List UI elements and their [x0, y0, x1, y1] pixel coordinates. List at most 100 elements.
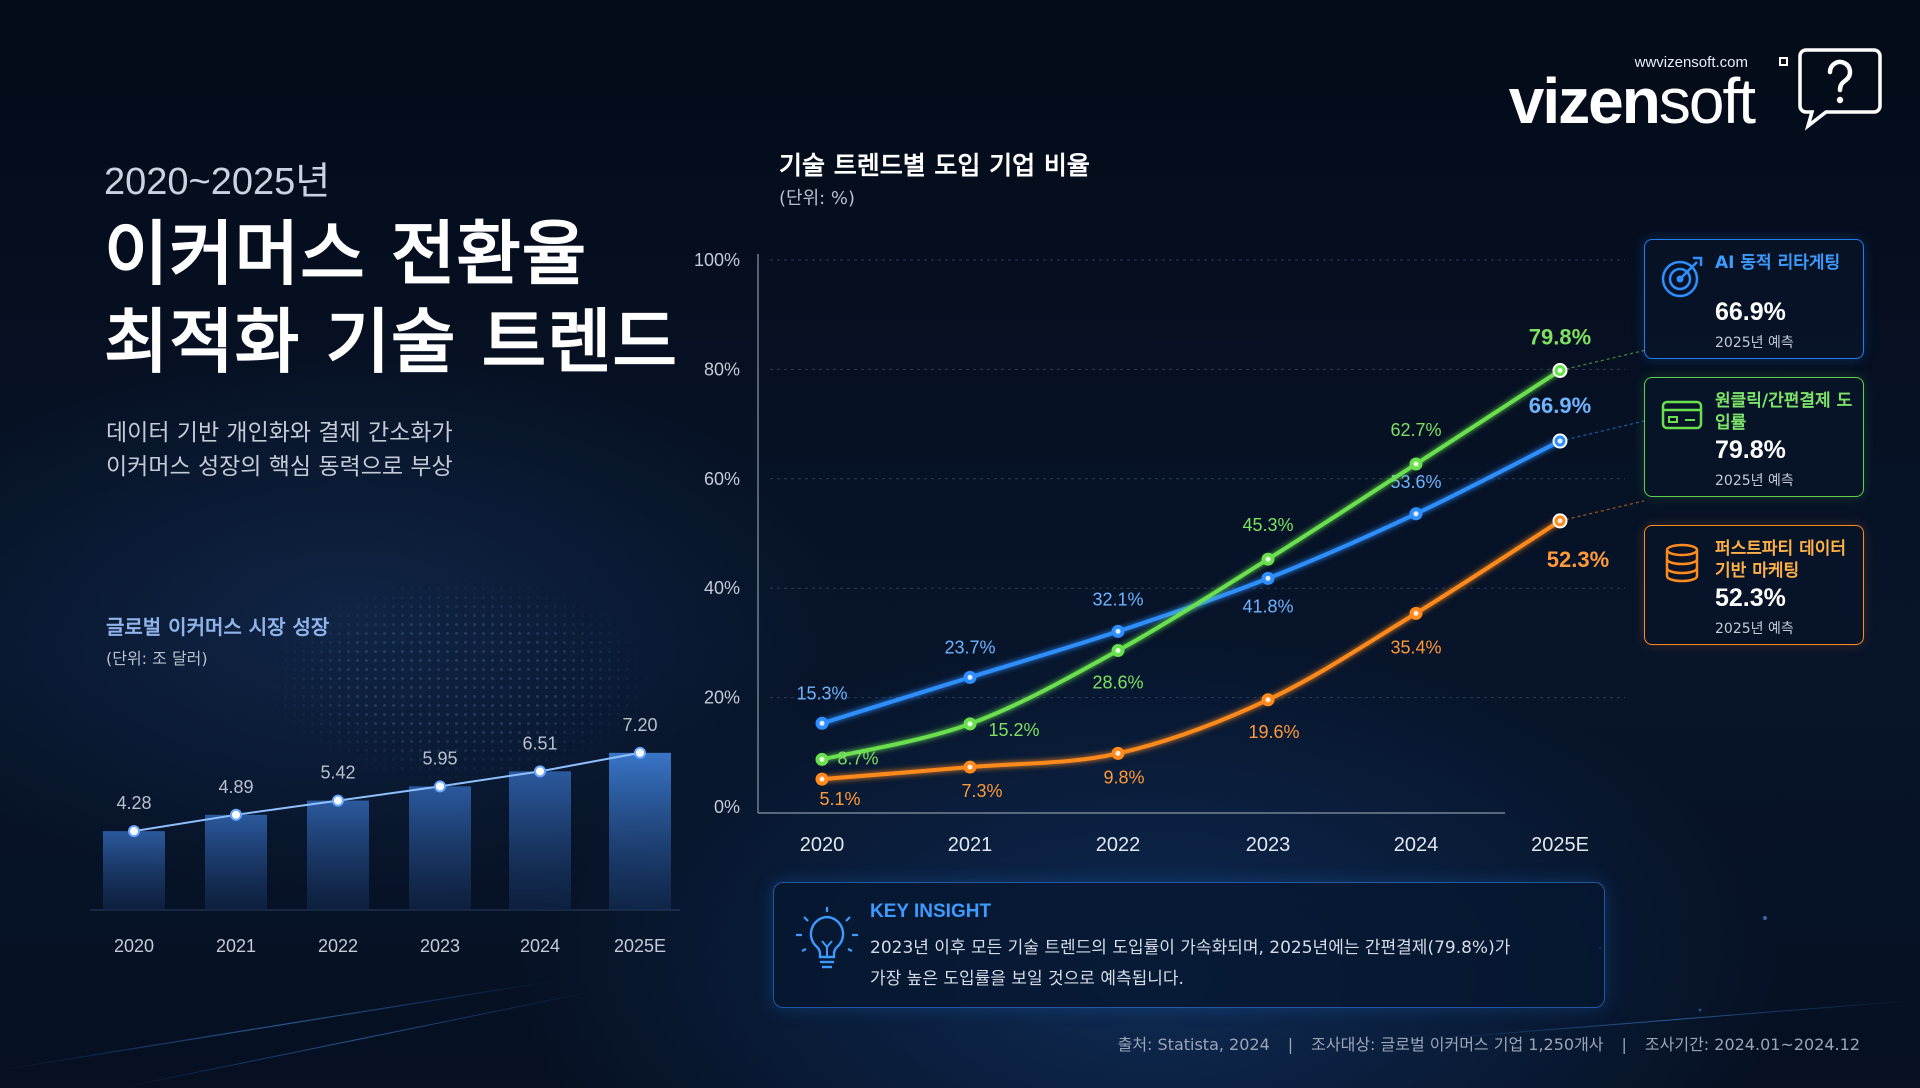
series-point-core: [1557, 367, 1563, 373]
series-data-label: 35.4%: [1390, 637, 1441, 657]
card-value: 66.9%: [1715, 298, 1786, 326]
series-point-core: [1557, 438, 1563, 444]
market-value-label: 5.95: [422, 748, 457, 768]
market-chart-unit: (단위: 조 달러): [106, 649, 208, 668]
market-value-label: 6.51: [522, 733, 557, 753]
series-line-0: [820, 439, 1562, 726]
series-data-label: 15.2%: [988, 720, 1039, 740]
footer-period: 조사기간: 2024.01~2024.12: [1644, 1035, 1860, 1054]
series-connector: [1559, 500, 1645, 522]
logo-wordmark: vizensoft: [1508, 64, 1756, 138]
series-point-core: [1265, 556, 1271, 562]
key-insight-box: KEY INSIGHT 2023년 이후 모든 기술 트렌드의 도입률이 가속화…: [773, 882, 1605, 1008]
insight-heading: KEY INSIGHT: [870, 901, 992, 922]
series-point-core: [819, 720, 825, 726]
line-chart-unit: (단위: %): [779, 188, 856, 209]
market-x-tick: 2023: [420, 936, 460, 956]
series-data-label: 28.6%: [1092, 673, 1143, 693]
series-point-core: [1413, 511, 1419, 517]
series-data-label: 53.6%: [1390, 472, 1441, 492]
footer-sources: 출처: Statista, 2024 | 조사대상: 글로벌 이커머스 기업 1,2…: [1118, 1031, 1860, 1055]
title-line-2: 최적화 기술 트렌드: [104, 301, 678, 383]
y-tick-label: 100%: [694, 250, 740, 270]
line-chart-title: 기술 트렌드별 도입 기업 비율: [779, 151, 1090, 180]
series-point-core: [1115, 628, 1121, 634]
subtitle-line-1: 데이터 기반 개인화와 결제 간소화가: [106, 420, 453, 446]
subtitle-line-2: 이커머스 성장의 핵심 동력으로 부상: [106, 454, 453, 480]
adoption-line-chart: 0% 20% 40% 60% 80% 100% 2020 2021 2022 2023 2024 20…: [694, 250, 1645, 856]
market-trend-line: [133, 751, 641, 833]
series-data-label: 62.7%: [1390, 420, 1441, 440]
y-tick-label: 80%: [704, 359, 740, 379]
market-x-tick: 2022: [318, 936, 358, 956]
series-data-label: 66.9%: [1529, 393, 1591, 418]
market-bar-2021: [205, 814, 267, 910]
target-icon: [1661, 256, 1703, 298]
market-point: [332, 794, 344, 807]
period-kicker: 2020~2025년: [104, 161, 331, 203]
x-tick-label: 2023: [1246, 834, 1291, 856]
market-x-tick: 2020: [114, 936, 154, 956]
market-x-tick: 2021: [216, 936, 256, 956]
card-note: 2025년 예측: [1715, 335, 1794, 351]
market-chart-title: 글로벌 이커머스 시장 성장: [106, 615, 330, 639]
market-value-label: 4.89: [218, 777, 253, 797]
x-tick-label: 2022: [1096, 834, 1141, 856]
card-first-party-data: 퍼스트파티 데이터 기반 마케팅 52.3% 2025년 예측: [1644, 525, 1864, 645]
market-point: [128, 825, 140, 838]
series-point-core: [1265, 575, 1271, 581]
card-label: AI 동적 리타게팅: [1715, 253, 1841, 273]
x-tick-label: 2024: [1394, 834, 1439, 856]
card-label: 퍼스트파티 데이터 기반 마케팅: [1715, 539, 1847, 581]
logo-word-bold: vizen: [1508, 65, 1661, 137]
insight-line-1: 2023년 이후 모든 기술 트렌드의 도입률이 가속화되며, 2025년에는 …: [870, 938, 1511, 958]
lightbulb-icon: [796, 907, 858, 969]
market-bar-2024: [509, 771, 571, 910]
series-data-label: 8.7%: [837, 748, 878, 768]
series-point-core: [1413, 610, 1419, 616]
series-data-label: 32.1%: [1092, 589, 1143, 609]
series-point-core: [819, 776, 825, 782]
title-line-1: 이커머스 전환율: [104, 213, 588, 295]
series-data-label: 45.3%: [1242, 515, 1293, 535]
market-point: [534, 765, 546, 778]
series-line-1: [820, 368, 1562, 762]
card-ai-retargeting: AI 동적 리타게팅 66.9% 2025년 예측: [1644, 239, 1864, 359]
y-tick-label: 40%: [704, 578, 740, 598]
market-point: [634, 746, 646, 759]
insight-body: 2023년 이후 모든 기술 트렌드의 도입률이 가속화되며, 2025년에는 …: [870, 933, 1590, 995]
market-value-label: 4.28: [116, 793, 151, 813]
market-value-label: 7.20: [622, 715, 657, 735]
x-tick-label: 2020: [800, 834, 845, 856]
footer-separator: |: [1287, 1035, 1294, 1054]
y-tick-label: 20%: [704, 688, 740, 708]
series-point-core: [967, 674, 973, 680]
market-bar-2025E: [609, 752, 671, 910]
vizensoft-logo: wwvizensoft.com vizensoft: [1509, 44, 1882, 137]
market-x-tick: 2025E: [614, 936, 666, 956]
series-point-core: [967, 764, 973, 770]
y-tick-label: 0%: [714, 797, 740, 817]
insight-line-2: 가장 높은 도입률을 보일 것으로 예측됩니다.: [870, 969, 1184, 989]
market-point: [230, 808, 242, 821]
series-line-2: [820, 518, 1562, 782]
series-point-core: [1557, 518, 1563, 524]
subtitle: 데이터 기반 개인화와 결제 간소화가 이커머스 성장의 핵심 동력으로 부상: [106, 416, 453, 484]
market-bar-2023: [409, 786, 471, 910]
market-bar-2022: [307, 800, 369, 910]
footer-source: 출처: Statista, 2024: [1117, 1035, 1270, 1054]
series-data-label: 7.3%: [961, 781, 1002, 801]
card-label: 원클릭/간편결제 도입률: [1715, 391, 1853, 433]
series-data-label: 23.7%: [944, 637, 995, 657]
series-data-label: 15.3%: [796, 683, 847, 703]
market-value-label: 5.42: [320, 763, 355, 783]
series-data-label: 52.3%: [1547, 547, 1609, 572]
page-title: 이커머스 전환율 최적화 기술 트렌드: [104, 210, 678, 386]
series-point-core: [1115, 750, 1121, 756]
series-data-label: 41.8%: [1242, 596, 1293, 616]
speech-bubble-question-icon: [1779, 48, 1882, 131]
card-icon: [1661, 400, 1703, 430]
series-data-label: 5.1%: [819, 789, 860, 809]
x-tick-label: 2021: [948, 834, 993, 856]
